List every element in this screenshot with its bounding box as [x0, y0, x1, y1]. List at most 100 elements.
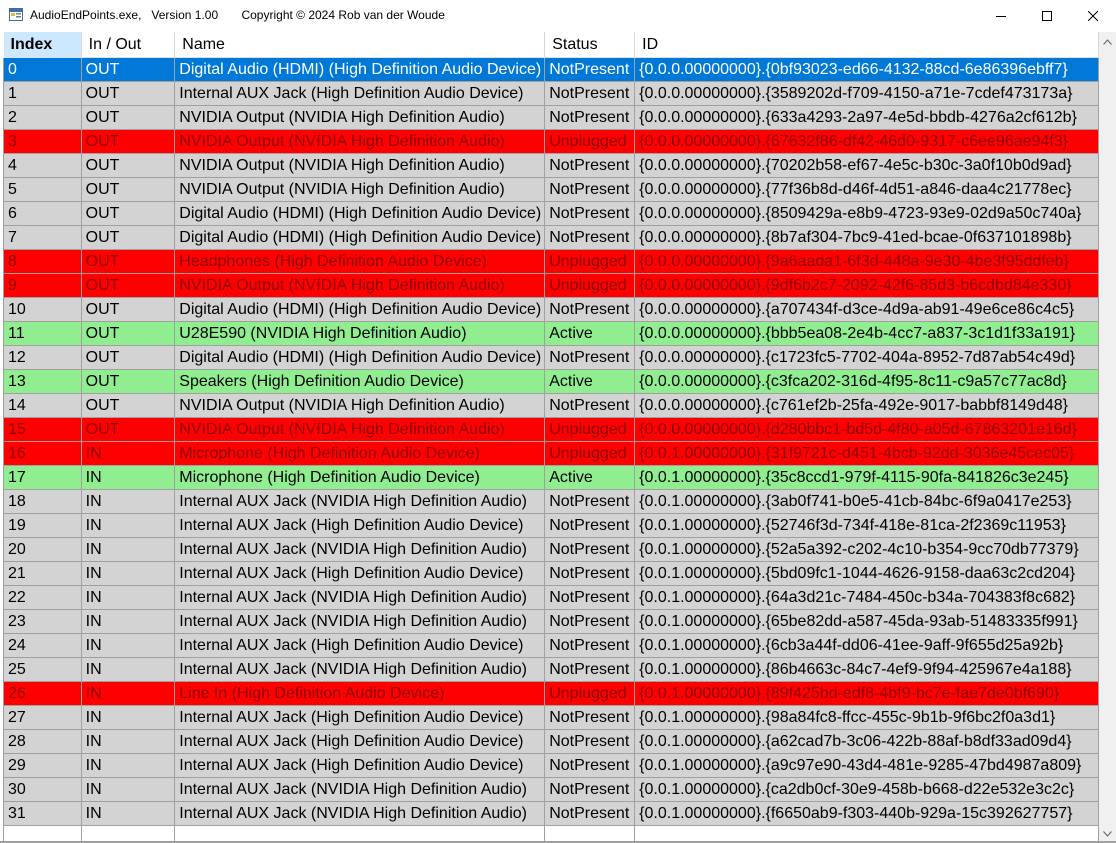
cell-status[interactable]: Active: [544, 369, 636, 394]
cell-index[interactable]: 21: [3, 561, 82, 586]
cell-id[interactable]: {0.0.0.00000000}.{a707434f-d3ce-4d9a-ab9…: [634, 297, 1099, 322]
column-header-index[interactable]: Index: [3, 32, 82, 58]
cell-direction[interactable]: OUT: [80, 177, 176, 202]
table-row[interactable]: 7 OUT Digital Audio (HDMI) (High Definitio…: [3, 225, 1099, 250]
cell-index[interactable]: 16: [3, 441, 82, 466]
cell-direction[interactable]: IN: [80, 609, 176, 634]
title-bar[interactable]: AudioEndPoints.exe, Version 1.00 Copyrig…: [0, 0, 1116, 31]
table-row[interactable]: 18 IN Internal AUX Jack (NVIDIA High Defin…: [3, 489, 1099, 514]
cell-index[interactable]: 5: [3, 177, 82, 202]
cell-index[interactable]: 2: [3, 105, 82, 130]
cell-id[interactable]: {0.0.1.00000000}.{f6650ab9-f303-440b-929…: [634, 801, 1099, 826]
cell-name[interactable]: Internal AUX Jack (NVIDIA High Definitio…: [174, 585, 546, 610]
cell-name[interactable]: NVIDIA Output (NVIDIA High Definition Au…: [174, 177, 546, 202]
table-row[interactable]: 29 IN Internal AUX Jack (High Definition A…: [3, 753, 1099, 778]
table-row[interactable]: 21 IN Internal AUX Jack (High Definition A…: [3, 561, 1099, 586]
cell-direction[interactable]: OUT: [80, 105, 176, 130]
table-row[interactable]: 17 IN Microphone (High Definition Audio De…: [3, 465, 1099, 490]
cell-name[interactable]: Internal AUX Jack (NVIDIA High Definitio…: [174, 609, 546, 634]
cell-direction[interactable]: IN: [80, 633, 176, 658]
table-row[interactable]: 19 IN Internal AUX Jack (High Definition A…: [3, 513, 1099, 538]
cell-index[interactable]: 23: [3, 609, 82, 634]
cell-name[interactable]: Microphone (High Definition Audio Device…: [174, 465, 546, 490]
table-row[interactable]: 6 OUT Digital Audio (HDMI) (High Definitio…: [3, 201, 1099, 226]
cell-status[interactable]: Unplugged: [544, 129, 636, 154]
table-row[interactable]: 27 IN Internal AUX Jack (High Definition A…: [3, 705, 1099, 730]
cell-name[interactable]: Speakers (High Definition Audio Device): [174, 369, 546, 394]
cell-index[interactable]: 26: [3, 681, 82, 706]
table-row[interactable]: 12 OUT Digital Audio (HDMI) (High Definiti…: [3, 345, 1099, 370]
cell-index[interactable]: 31: [3, 801, 82, 826]
maximize-button[interactable]: [1024, 0, 1070, 31]
cell-id[interactable]: {0.0.0.00000000}.{d280bbc1-bd5d-4f80-a05…: [634, 417, 1099, 442]
cell-status[interactable]: Active: [544, 321, 636, 346]
cell-status[interactable]: NotPresent: [544, 729, 636, 754]
cell-id[interactable]: {0.0.0.00000000}.{77f36b8d-d46f-4d51-a84…: [634, 177, 1099, 202]
table-row[interactable]: 22 IN Internal AUX Jack (NVIDIA High Defin…: [3, 585, 1099, 610]
cell-name[interactable]: Digital Audio (HDMI) (High Definition Au…: [174, 345, 546, 370]
cell-index[interactable]: 7: [3, 225, 82, 250]
cell-direction[interactable]: OUT: [80, 129, 176, 154]
table-row[interactable]: 15 OUT NVIDIA Output (NVIDIA High Definiti…: [3, 417, 1099, 442]
cell-status[interactable]: NotPresent: [544, 513, 636, 538]
table-row[interactable]: 1 OUT Internal AUX Jack (High Definition A…: [3, 81, 1099, 106]
table-row[interactable]: 10 OUT Digital Audio (HDMI) (High Definiti…: [3, 297, 1099, 322]
cell-name[interactable]: U28E590 (NVIDIA High Definition Audio): [174, 321, 546, 346]
cell-direction[interactable]: OUT: [80, 57, 176, 82]
cell-status[interactable]: NotPresent: [544, 705, 636, 730]
cell-name[interactable]: NVIDIA Output (NVIDIA High Definition Au…: [174, 129, 546, 154]
empty-cell[interactable]: [3, 825, 82, 841]
cell-name[interactable]: Internal AUX Jack (High Definition Audio…: [174, 513, 546, 538]
cell-direction[interactable]: OUT: [80, 321, 176, 346]
cell-status[interactable]: NotPresent: [544, 753, 636, 778]
cell-direction[interactable]: OUT: [80, 201, 176, 226]
empty-cell[interactable]: [544, 825, 636, 841]
cell-status[interactable]: NotPresent: [544, 57, 636, 82]
cell-index[interactable]: 1: [3, 81, 82, 106]
cell-id[interactable]: {0.0.1.00000000}.{a9c97e90-43d4-481e-928…: [634, 753, 1099, 778]
cell-status[interactable]: NotPresent: [544, 177, 636, 202]
cell-id[interactable]: {0.0.0.00000000}.{9a6aada1-6f3d-448a-9e3…: [634, 249, 1099, 274]
table-row[interactable]: 8 OUT Headphones (High Definition Audio De…: [3, 249, 1099, 274]
table-row[interactable]: 31 IN Internal AUX Jack (NVIDIA High Defin…: [3, 801, 1099, 826]
table-row[interactable]: 0 OUT Digital Audio (HDMI) (High Definitio…: [3, 57, 1099, 82]
cell-status[interactable]: Unplugged: [544, 681, 636, 706]
cell-direction[interactable]: OUT: [80, 369, 176, 394]
cell-direction[interactable]: IN: [80, 729, 176, 754]
cell-index[interactable]: 9: [3, 273, 82, 298]
cell-index[interactable]: 19: [3, 513, 82, 538]
cell-direction[interactable]: OUT: [80, 273, 176, 298]
table-row[interactable]: 2 OUT NVIDIA Output (NVIDIA High Definitio…: [3, 105, 1099, 130]
cell-id[interactable]: {0.0.0.00000000}.{70202b58-ef67-4e5c-b30…: [634, 153, 1099, 178]
cell-direction[interactable]: OUT: [80, 345, 176, 370]
cell-name[interactable]: Internal AUX Jack (High Definition Audio…: [174, 561, 546, 586]
cell-index[interactable]: 12: [3, 345, 82, 370]
empty-cell[interactable]: [174, 825, 546, 841]
minimize-button[interactable]: [978, 0, 1024, 31]
table-row[interactable]: 9 OUT NVIDIA Output (NVIDIA High Definitio…: [3, 273, 1099, 298]
cell-id[interactable]: {0.0.1.00000000}.{a62cad7b-3c06-422b-88a…: [634, 729, 1099, 754]
cell-index[interactable]: 13: [3, 369, 82, 394]
cell-status[interactable]: NotPresent: [544, 393, 636, 418]
empty-cell[interactable]: [80, 825, 176, 841]
cell-id[interactable]: {0.0.1.00000000}.{98a84fc8-ffcc-455c-9b1…: [634, 705, 1099, 730]
cell-id[interactable]: {0.0.1.00000000}.{3ab0f741-b0e5-41cb-84b…: [634, 489, 1099, 514]
cell-id[interactable]: {0.0.0.00000000}.{8509429a-e8b9-4723-93e…: [634, 201, 1099, 226]
table-row[interactable]: 20 IN Internal AUX Jack (NVIDIA High Defin…: [3, 537, 1099, 562]
cell-id[interactable]: {0.0.1.00000000}.{35c8ccd1-979f-4115-90f…: [634, 465, 1099, 490]
cell-direction[interactable]: IN: [80, 801, 176, 826]
app-window-icon[interactable]: [9, 8, 23, 21]
cell-id[interactable]: {0.0.0.00000000}.{c3fca202-316d-4f95-8c1…: [634, 369, 1099, 394]
cell-name[interactable]: Internal AUX Jack (High Definition Audio…: [174, 633, 546, 658]
cell-status[interactable]: NotPresent: [544, 81, 636, 106]
cell-id[interactable]: {0.0.1.00000000}.{5bd09fc1-1044-4626-915…: [634, 561, 1099, 586]
table-row[interactable]: 11 OUT U28E590 (NVIDIA High Definition Aud…: [3, 321, 1099, 346]
cell-direction[interactable]: OUT: [80, 249, 176, 274]
cell-index[interactable]: 10: [3, 297, 82, 322]
cell-index[interactable]: 22: [3, 585, 82, 610]
cell-direction[interactable]: IN: [80, 753, 176, 778]
cell-status[interactable]: NotPresent: [544, 633, 636, 658]
cell-id[interactable]: {0.0.0.00000000}.{8b7af304-7bc9-41ed-bca…: [634, 225, 1099, 250]
cell-index[interactable]: 18: [3, 489, 82, 514]
cell-name[interactable]: Headphones (High Definition Audio Device…: [174, 249, 546, 274]
